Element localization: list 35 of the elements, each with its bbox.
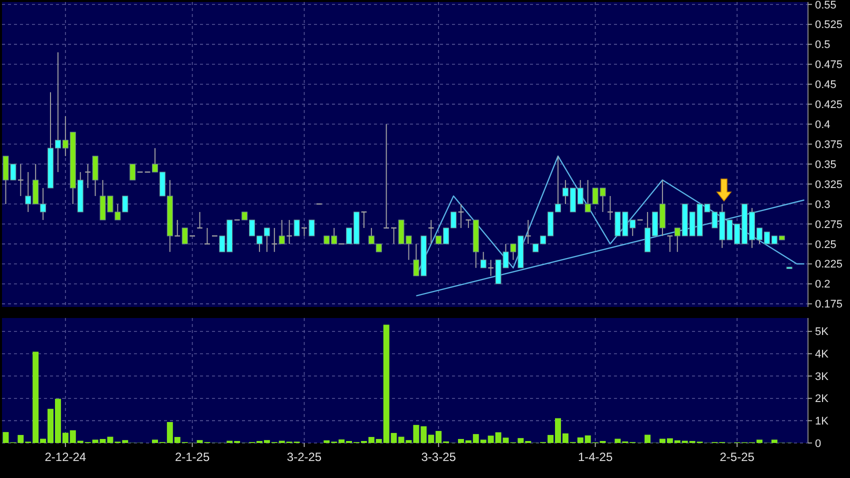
x-tick-label: 2-1-25 [174,450,210,464]
y-tick-label: 0.45 [815,79,836,92]
y-tick-label: 2K [815,393,830,406]
y-tick-label: 0.275 [815,218,843,231]
y-tick-label: 0.175 [815,298,843,311]
y-tick-label: 0.35 [815,158,836,171]
y-tick-label: 0.525 [815,19,843,32]
y-tick-label: 0.325 [815,178,843,191]
y-tick-label: 4K [815,348,830,361]
y-tick-label: 0.425 [815,99,843,112]
candlestick [308,220,315,236]
x-tick-label: 2-5-25 [720,450,755,464]
y-tick-label: 0.225 [815,258,843,271]
y-tick-label: 0.375 [815,138,843,151]
x-tick-label: 1-4-25 [578,450,613,464]
bar [644,434,651,443]
candlestick [182,228,188,244]
y-tick-label: 3K [815,370,830,383]
x-tick-label: 3-2-25 [286,450,322,464]
candlestick [294,220,300,236]
y-tick-label: 5K [815,326,830,338]
y-tick-label: 0 [815,438,822,450]
y-tick-label: 0.25 [815,238,836,251]
bar [771,440,778,443]
y-tick-label: 0.55 [815,0,836,12]
candlestick [130,164,136,180]
y-tick-label: 0.2 [815,278,830,291]
candlestick [92,156,98,197]
y-tick-label: 1K [815,416,830,428]
y-tick-label: 0.4 [815,119,830,132]
y-tick-label: 0.3 [815,198,830,211]
y-tick-label: 0.475 [815,59,843,72]
y-tick-label: 0.5 [815,39,830,52]
x-tick-label: 2-12-24 [44,450,86,464]
x-tick-label: 3-3-25 [421,450,456,464]
